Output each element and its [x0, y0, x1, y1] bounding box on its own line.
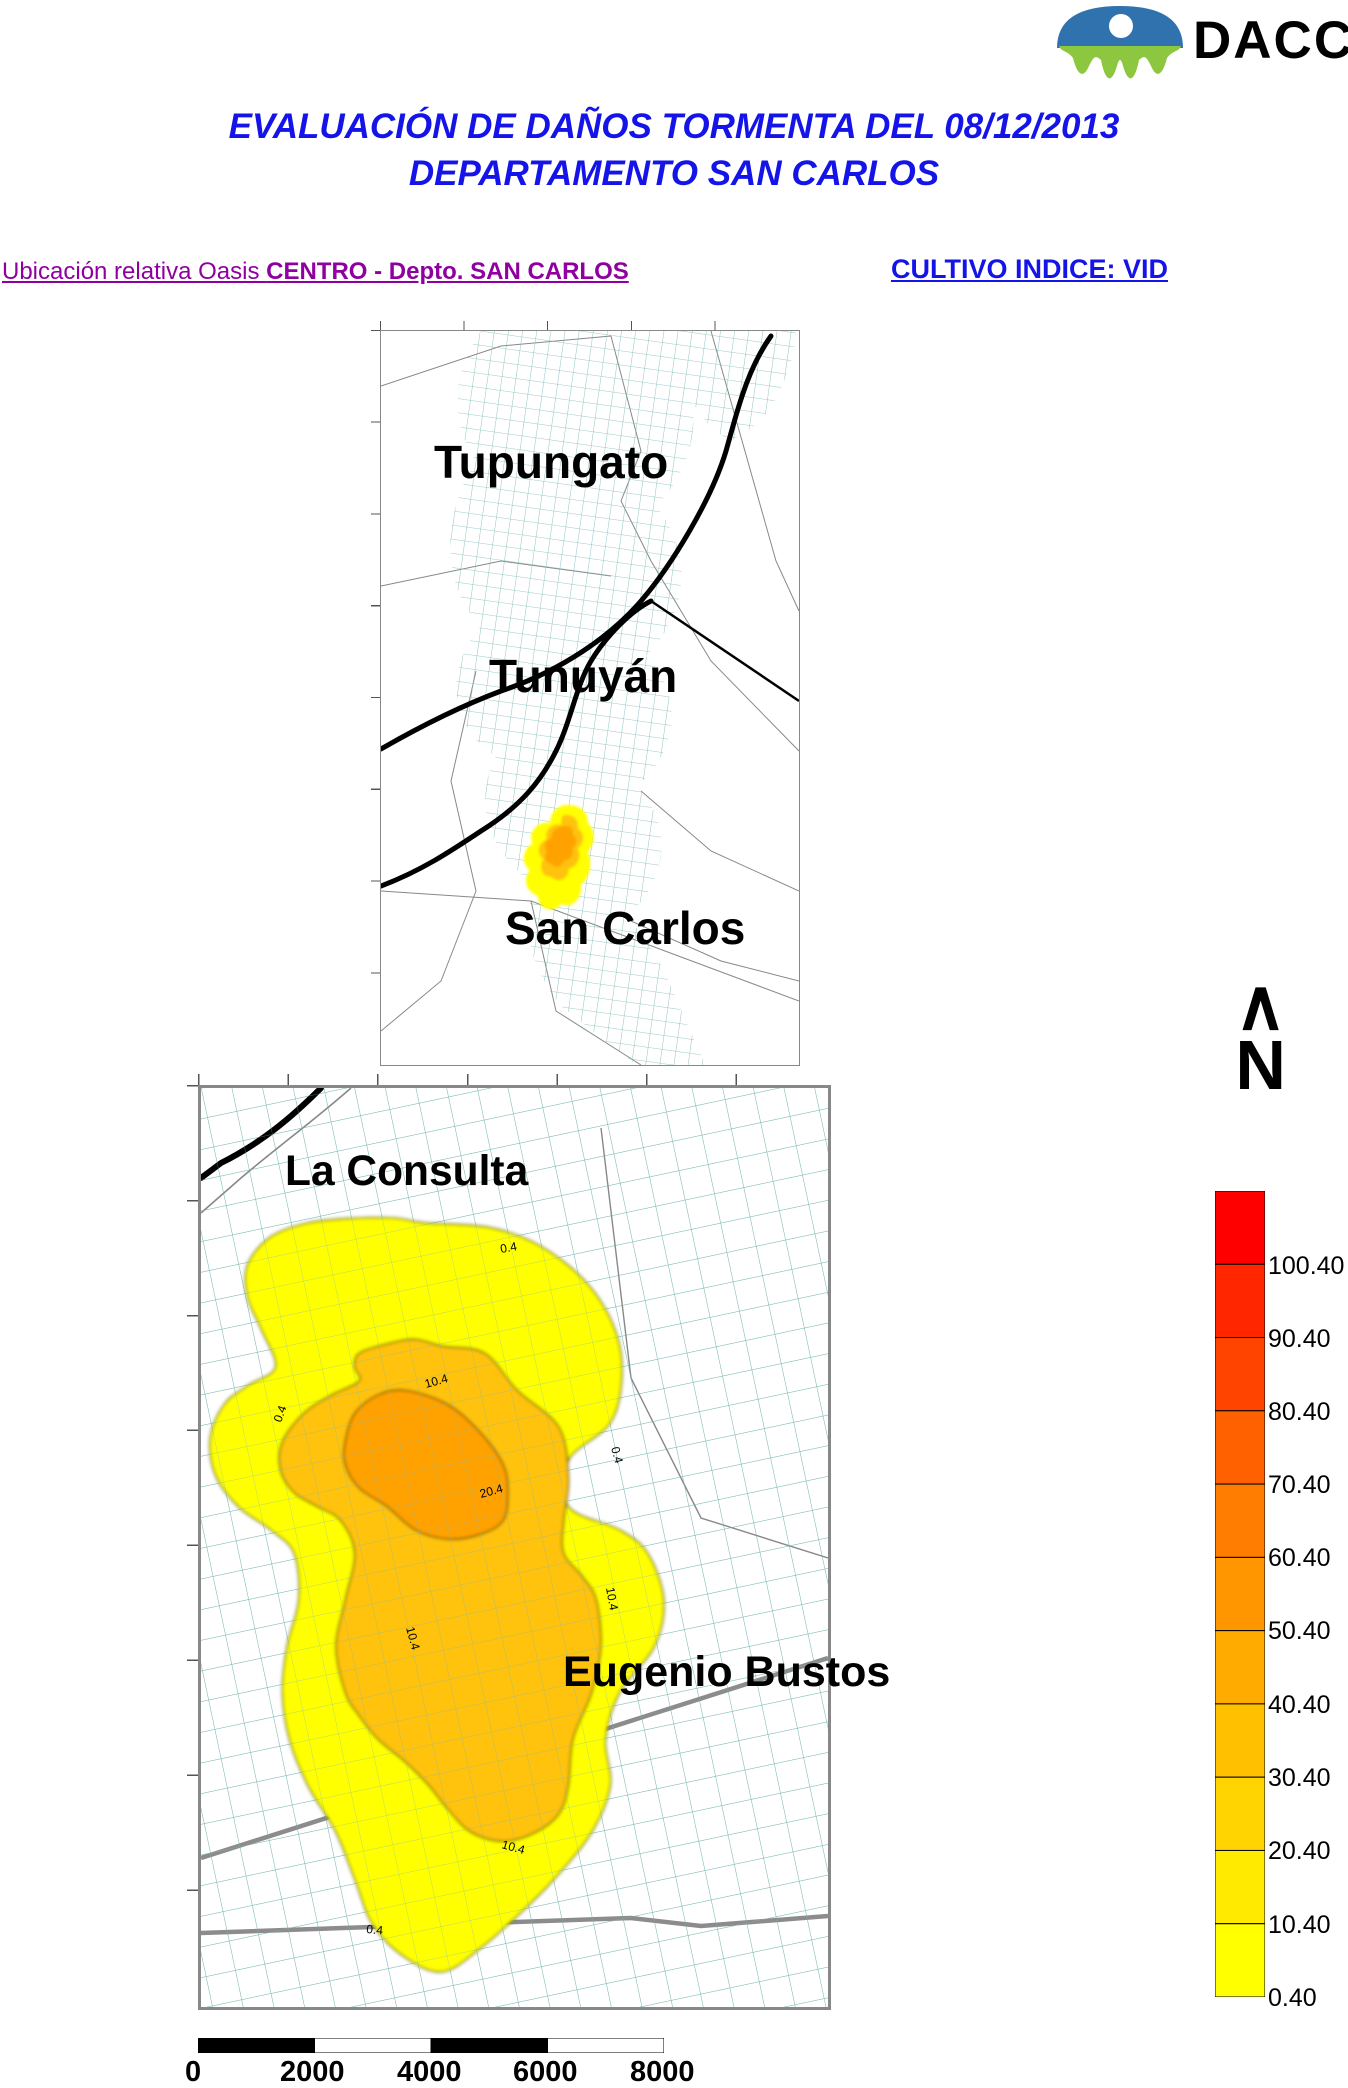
svg-text:San Carlos: San Carlos	[505, 902, 745, 954]
svg-text:Tunuyán: Tunuyán	[489, 650, 677, 702]
svg-text:Tupungato: Tupungato	[434, 436, 668, 488]
svg-text:La Consulta: La Consulta	[285, 1148, 529, 1195]
svg-text:0.4: 0.4	[499, 1239, 518, 1256]
svg-text:0.4: 0.4	[366, 1922, 384, 1937]
